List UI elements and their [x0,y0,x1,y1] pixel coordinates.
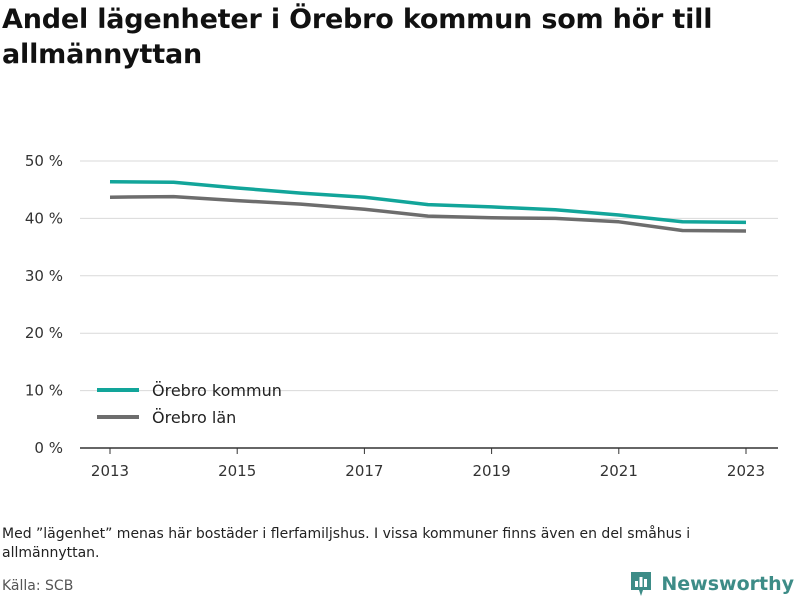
y-tick-label: 30 % [25,267,63,285]
legend: Örebro kommun Örebro län [97,381,282,427]
y-axis-ticks: 0 % 10 % 20 % 30 % 40 % 50 % [25,152,63,457]
series-line-1 [109,179,747,225]
x-axis-ticks: 2013 2015 2017 2019 2021 2023 [91,448,765,480]
x-tick-label: 2017 [345,462,383,480]
series-line-2 [109,194,747,233]
legend-label: Örebro län [152,408,236,427]
y-tick-label: 20 % [25,324,63,342]
series-lines [109,179,747,233]
x-tick-label: 2019 [473,462,511,480]
bar-chart-logo-icon [631,572,652,596]
x-tick-label: 2023 [727,462,765,480]
x-tick-label: 2021 [600,462,638,480]
y-tick-label: 40 % [25,209,63,227]
line-chart: 0 % 10 % 20 % 30 % 40 % 50 % 2013 2015 2017 2019… [25,152,778,480]
y-tick-label: 0 % [34,439,63,457]
x-tick-label: 2013 [91,462,129,480]
chart-title: Andel lägenheter i Örebro kommun som hör… [2,4,713,70]
legend-label: Örebro kommun [152,381,282,400]
brand-name: Newsworthy [661,573,794,595]
y-tick-label: 10 % [25,382,63,400]
source-label: Källa: SCB [2,578,74,594]
brand-logo[interactable]: Newsworthy [629,570,794,598]
gridlines [80,160,778,392]
x-tick-label: 2015 [218,462,256,480]
y-tick-label: 50 % [25,152,63,170]
footnote: Med ”lägenhet” menas här bostäder i fler… [2,526,691,561]
